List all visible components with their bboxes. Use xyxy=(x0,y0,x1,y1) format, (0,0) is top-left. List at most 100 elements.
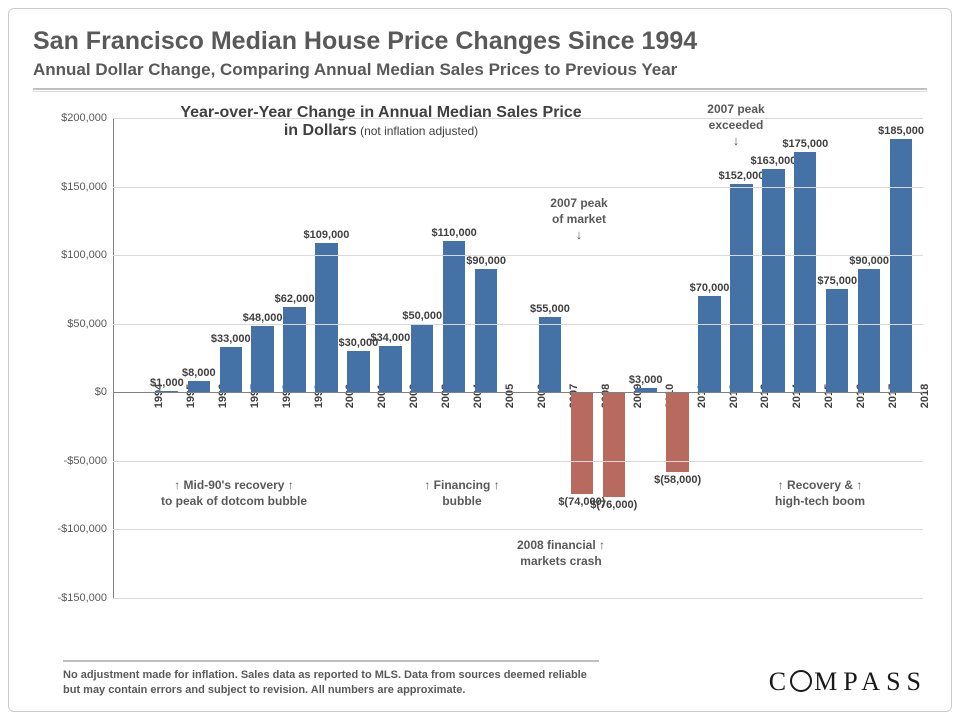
bar-slot: $70,0002012 xyxy=(694,118,726,598)
plot-area: 1994$1,0001995$8,0001996$33,0001997$48,0… xyxy=(113,118,923,598)
bar-slot: $90,0002005 xyxy=(470,118,502,598)
bar-value-label: $55,000 xyxy=(530,303,570,315)
y-tick-label: $100,000 xyxy=(35,249,107,261)
divider-bottom xyxy=(63,660,599,662)
y-tick-label: $0 xyxy=(35,386,107,398)
bar-slot: 2006 xyxy=(502,118,534,598)
bar xyxy=(411,324,433,393)
y-tick-label: $200,000 xyxy=(35,112,107,124)
bar-slot: $110,0002004 xyxy=(438,118,470,598)
bar-value-label: $34,000 xyxy=(370,332,410,344)
gridline xyxy=(113,598,923,599)
bar-slot: $185,0002018 xyxy=(885,118,917,598)
annot-text: ↑ Recovery & ↑ xyxy=(778,478,863,492)
annot-text: high-tech boom xyxy=(775,494,865,508)
bar xyxy=(730,184,752,392)
y-tick-label: -$100,000 xyxy=(35,523,107,535)
gridline xyxy=(113,118,923,119)
x-tick-label: 2018 xyxy=(901,384,931,408)
bar-slot: $(58,000)2011 xyxy=(662,118,694,598)
bar-value-label: $70,000 xyxy=(690,282,730,294)
bar xyxy=(858,269,880,392)
bar-slot: $3,0002010 xyxy=(630,118,662,598)
y-tick-label: -$50,000 xyxy=(35,455,107,467)
gridline xyxy=(113,324,923,325)
bar xyxy=(762,169,784,393)
annot-text: of market xyxy=(552,212,606,226)
annot-text: 2008 financial ↑ xyxy=(517,538,605,552)
chart-container: Year-over-Year Change in Annual Median S… xyxy=(41,98,927,598)
bar-slot: $62,0001999 xyxy=(279,118,311,598)
annot-text: 2007 peak xyxy=(707,102,764,116)
y-axis xyxy=(113,118,114,598)
annot-recovery: ↑ Recovery & ↑ high-tech boom xyxy=(735,478,905,509)
bar-slot: $30,0002001 xyxy=(342,118,374,598)
bar-value-label: $62,000 xyxy=(275,293,315,305)
bar-slot: $50,0002003 xyxy=(406,118,438,598)
annot-text: exceeded xyxy=(709,118,764,132)
annot-text: to peak of dotcom bubble xyxy=(161,494,307,508)
disclaimer-text: No adjustment made for inflation. Sales … xyxy=(63,668,599,697)
gridline xyxy=(113,529,923,530)
bars-group: 1994$1,0001995$8,0001996$33,0001997$48,0… xyxy=(119,118,917,598)
bar-value-label: $90,000 xyxy=(849,255,889,267)
gridline xyxy=(113,255,923,256)
bar-slot: $175,0002015 xyxy=(789,118,821,598)
bar-value-label: $90,000 xyxy=(466,255,506,267)
annot-financing: ↑ Financing ↑ bubble xyxy=(397,478,527,509)
bar-slot: $90,0002017 xyxy=(853,118,885,598)
annot-mid90s: ↑ Mid-90's recovery ↑ to peak of dotcom … xyxy=(129,478,339,509)
bar-slot: $(74,000)2008 xyxy=(566,118,598,598)
annot-peak-exceeded: 2007 peak exceeded ↓ xyxy=(681,102,791,150)
y-tick-label: -$150,000 xyxy=(35,592,107,604)
annot-text: bubble xyxy=(442,494,481,508)
arrow-down-icon: ↓ xyxy=(733,133,740,148)
bar-slot: 1994 xyxy=(119,118,151,598)
annot-text: 2007 peak xyxy=(550,196,607,210)
annot-text: ↑ Mid-90's recovery ↑ xyxy=(174,478,294,492)
bar xyxy=(698,296,720,392)
annot-text: ↑ Financing ↑ xyxy=(424,478,499,492)
footer: No adjustment made for inflation. Sales … xyxy=(63,660,927,697)
bar-slot: $109,0002000 xyxy=(311,118,343,598)
bar-slot: $(76,000)2009 xyxy=(598,118,630,598)
bar-slot: $8,0001996 xyxy=(183,118,215,598)
gridline xyxy=(113,187,923,188)
bar xyxy=(315,243,337,392)
bar-slot: $75,0002016 xyxy=(821,118,853,598)
annot-crash: 2008 financial ↑ markets crash xyxy=(481,538,641,569)
bar-slot: $33,0001997 xyxy=(215,118,247,598)
bar xyxy=(794,152,816,392)
bar xyxy=(443,241,465,392)
gridline xyxy=(113,392,923,393)
annot-peak-market: 2007 peak of market ↓ xyxy=(529,196,629,244)
bar-value-label: $185,000 xyxy=(878,125,924,137)
chart-card: San Francisco Median House Price Changes… xyxy=(8,8,952,712)
divider-top xyxy=(33,88,927,92)
y-tick-label: $150,000 xyxy=(35,181,107,193)
bar-slot: $163,0002014 xyxy=(757,118,789,598)
bar xyxy=(539,317,561,392)
page-subtitle: Annual Dollar Change, Comparing Annual M… xyxy=(33,60,927,80)
bar xyxy=(890,139,912,393)
bar-slot: $152,0002013 xyxy=(726,118,758,598)
arrow-down-icon: ↓ xyxy=(576,227,583,242)
annot-text: markets crash xyxy=(520,554,601,568)
bar-value-label: $33,000 xyxy=(211,333,251,345)
y-tick-label: $50,000 xyxy=(35,318,107,330)
bar xyxy=(826,289,848,392)
gridline xyxy=(113,461,923,462)
bar-value-label: $48,000 xyxy=(243,312,283,324)
bar-value-label: $75,000 xyxy=(817,275,857,287)
compass-logo: CMPASS xyxy=(769,667,927,697)
page-title: San Francisco Median House Price Changes… xyxy=(33,27,927,56)
bar-slot: $48,0001998 xyxy=(247,118,279,598)
bar xyxy=(475,269,497,392)
bar xyxy=(251,326,273,392)
bar-slot: $34,0002002 xyxy=(374,118,406,598)
bar-slot: $1,0001995 xyxy=(151,118,183,598)
bar xyxy=(283,307,305,392)
bar-value-label: $50,000 xyxy=(402,310,442,322)
bar-value-label: $8,000 xyxy=(182,367,216,379)
compass-logo-o-icon xyxy=(790,670,812,692)
